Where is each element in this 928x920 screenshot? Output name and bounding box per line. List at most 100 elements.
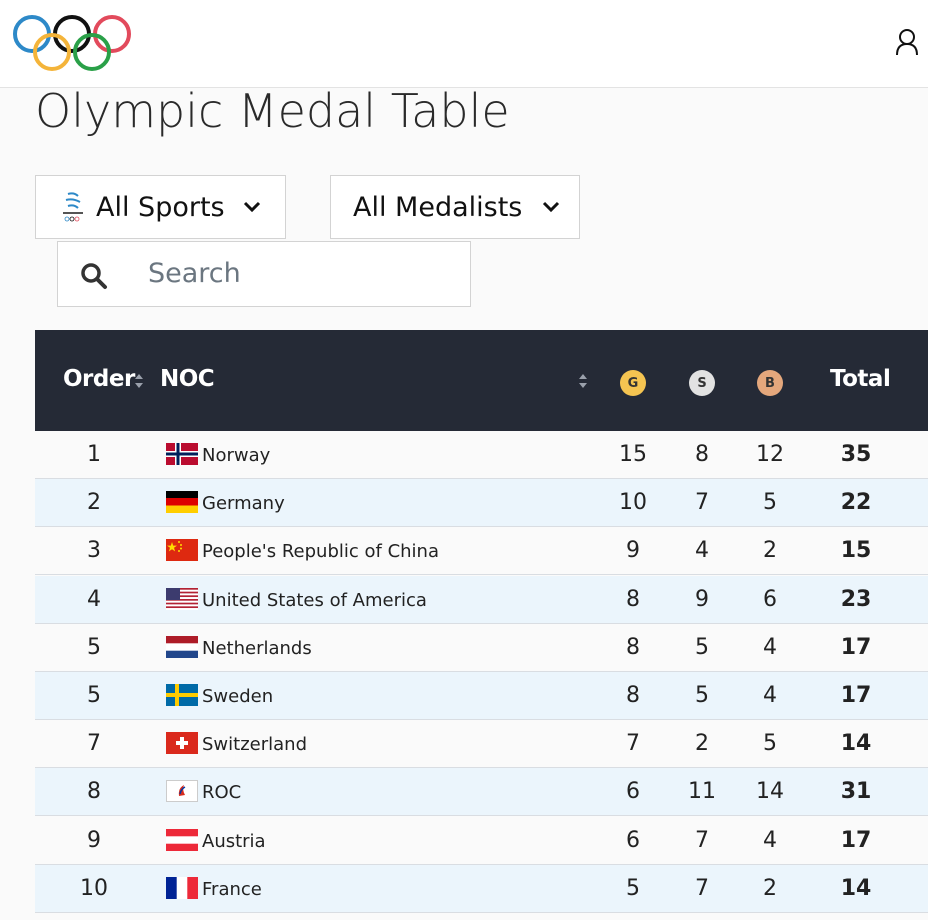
order: 4 <box>87 586 101 612</box>
header-total[interactable]: Total <box>830 366 891 392</box>
order: 2 <box>87 490 101 516</box>
table-row[interactable]: 4 United States of America 8 9 6 23 <box>35 575 928 624</box>
order: 8 <box>87 779 101 805</box>
gold-count: 7 <box>626 731 640 757</box>
bronze-count: 4 <box>763 634 777 660</box>
total-count: 15 <box>840 538 872 564</box>
flag <box>166 828 198 851</box>
gold-count: 8 <box>626 634 640 660</box>
table-row[interactable]: 1 Norway 15 8 12 35 <box>35 431 928 479</box>
table-row[interactable]: 5 Netherlands 8 5 4 17 <box>35 623 928 672</box>
bronze-count: 4 <box>763 827 777 853</box>
games-emblem <box>63 192 83 222</box>
order: 5 <box>87 634 101 660</box>
silver-count: 7 <box>695 490 709 516</box>
bronze-count: 4 <box>763 683 777 708</box>
order: 7 <box>87 731 101 757</box>
flag <box>166 587 198 610</box>
silver-count: 7 <box>695 827 709 853</box>
gold-count: 10 <box>619 490 647 516</box>
table-header: Order NOC G S B Total <box>35 330 928 431</box>
flag <box>166 876 198 899</box>
order: 10 <box>80 875 108 901</box>
table-row[interactable]: 9 Austria 6 7 4 17 <box>35 816 928 865</box>
country-name: France <box>202 878 262 900</box>
silver-count: 5 <box>695 683 709 708</box>
user-icon[interactable] <box>895 28 919 56</box>
country-name: Netherlands <box>202 637 312 659</box>
flag <box>166 539 198 562</box>
silver-count: 5 <box>695 634 709 660</box>
search-placeholder: Search <box>148 258 241 289</box>
order: 5 <box>87 683 101 708</box>
total-count: 14 <box>840 731 872 757</box>
bronze-count: 5 <box>763 490 777 516</box>
silver-icon[interactable]: S <box>689 370 715 396</box>
bronze-count: 12 <box>756 442 784 467</box>
flag <box>166 443 198 465</box>
header-noc[interactable]: NOC <box>160 366 215 392</box>
chevron <box>243 201 260 213</box>
country-name: United States of America <box>202 589 427 611</box>
gold-count: 15 <box>619 442 647 467</box>
silver-count: 7 <box>695 875 709 901</box>
order: 9 <box>87 827 101 853</box>
order: 3 <box>87 538 101 564</box>
table-row[interactable]: 8 ROC 6 11 14 31 <box>35 768 928 817</box>
total-count: 14 <box>840 875 872 901</box>
country-name: ROC <box>202 782 242 804</box>
silver-count: 9 <box>695 586 709 612</box>
header-order[interactable]: Order <box>63 366 135 392</box>
total-count: 31 <box>840 779 872 805</box>
flag <box>166 780 198 803</box>
sort-icon[interactable] <box>578 373 588 389</box>
bronze-count: 14 <box>756 779 784 805</box>
flag <box>166 684 198 706</box>
chevron <box>543 201 560 213</box>
flag <box>166 732 198 755</box>
table-row[interactable]: 5 Sweden 8 5 4 17 <box>35 672 928 720</box>
silver-count: 8 <box>695 442 709 467</box>
gold-count: 8 <box>626 683 640 708</box>
sort-icon[interactable] <box>134 373 144 389</box>
sport-filter[interactable]: All Sports <box>35 175 286 239</box>
country-name: Germany <box>202 493 285 515</box>
page-title: Olympic Medal Table <box>35 84 510 138</box>
flag <box>166 491 198 514</box>
silver-count: 11 <box>688 779 716 805</box>
country-name: Norway <box>202 445 271 466</box>
table-row[interactable]: 3 People's Republic of China 9 4 2 15 <box>35 527 928 576</box>
gold-icon[interactable]: G <box>620 370 646 396</box>
table-row[interactable]: 10 France 5 7 2 14 <box>35 864 928 913</box>
bronze-count: 6 <box>763 586 777 612</box>
table-row[interactable]: 7 Switzerland 7 2 5 14 <box>35 720 928 769</box>
medalist-filter[interactable]: All Medalists <box>330 175 580 239</box>
gold-count: 6 <box>626 827 640 853</box>
filter-label: All Medalists <box>353 191 523 223</box>
country-name: Sweden <box>202 686 274 707</box>
total-count: 17 <box>840 634 872 660</box>
bronze-count: 2 <box>763 875 777 901</box>
bronze-count: 5 <box>763 731 777 757</box>
gold-count: 9 <box>626 538 640 564</box>
filter-label: All Sports <box>96 191 225 223</box>
gold-count: 5 <box>626 875 640 901</box>
top-bar <box>0 0 928 88</box>
bronze-count: 2 <box>763 538 777 564</box>
search-icon <box>81 263 107 289</box>
olympic-logo[interactable] <box>12 14 136 74</box>
table-row[interactable]: 2 Germany 10 7 5 22 <box>35 479 928 528</box>
country-name: Switzerland <box>202 734 307 756</box>
gold-count: 8 <box>626 586 640 612</box>
bronze-icon[interactable]: B <box>757 370 783 396</box>
total-count: 35 <box>840 442 872 467</box>
silver-count: 2 <box>695 731 709 757</box>
country-name: Austria <box>202 830 266 852</box>
search-box[interactable]: Search <box>57 241 471 307</box>
flag <box>166 635 198 658</box>
total-count: 17 <box>840 827 872 853</box>
gold-count: 6 <box>626 779 640 805</box>
order: 1 <box>87 442 101 467</box>
total-count: 23 <box>840 586 872 612</box>
